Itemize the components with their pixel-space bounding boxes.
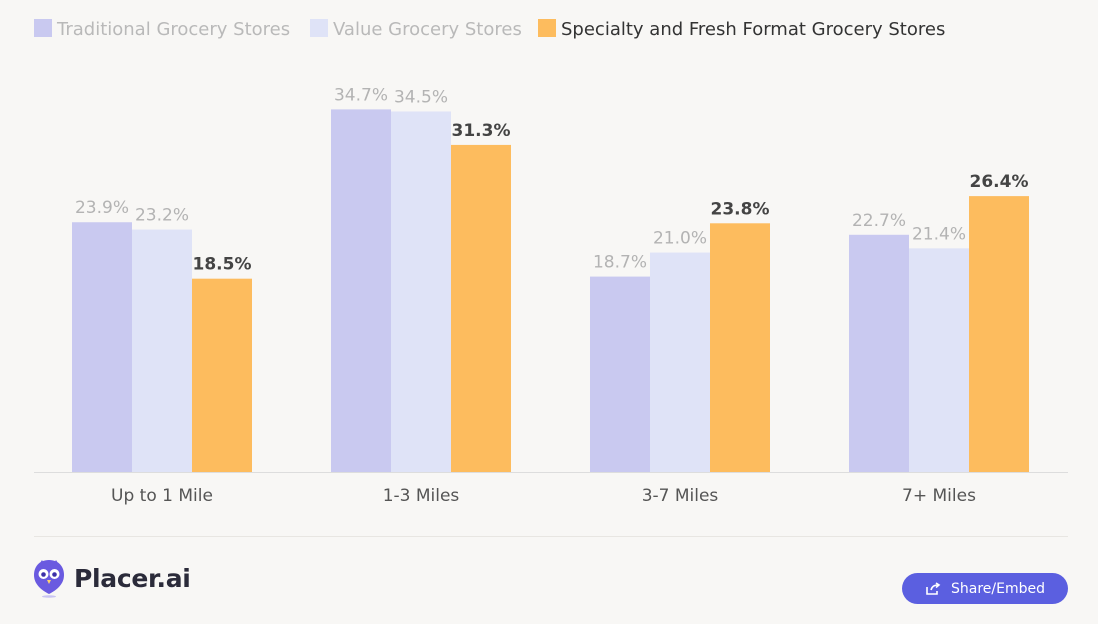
bar-group-3-7-miles: 18.7% 21.0%23.8% bbox=[590, 199, 770, 472]
bar-value-grocery-stores-3-7-miles[interactable] bbox=[650, 252, 710, 472]
bar-specialty-and-fresh-format-grocery-stores-7-miles[interactable] bbox=[969, 196, 1029, 472]
legend-item-value-grocery-stores[interactable]: Value Grocery Stores bbox=[310, 19, 522, 40]
data-label-value-grocery-stores-up-to-1-mile: 23.2% bbox=[135, 206, 189, 226]
data-label-specialty-and-fresh-format-grocery-stores-3-7-miles: 23.8% bbox=[711, 199, 770, 219]
data-label-traditional-grocery-stores-7-miles: 22.7% bbox=[852, 211, 906, 231]
legend-label: Value Grocery Stores bbox=[333, 19, 522, 40]
bar-specialty-and-fresh-format-grocery-stores-1-3-miles[interactable] bbox=[451, 144, 511, 473]
legend-label: Traditional Grocery Stores bbox=[56, 19, 290, 40]
bar-traditional-grocery-stores-7-miles[interactable] bbox=[849, 234, 909, 472]
data-label-specialty-and-fresh-format-grocery-stores-up-to-1-mile: 18.5% bbox=[193, 255, 252, 275]
x-tick-label-7-miles: 7+ Miles bbox=[902, 486, 976, 506]
legend-label: Specialty and Fresh Format Grocery Store… bbox=[561, 19, 945, 40]
x-tick-label-up-to-1-mile: Up to 1 Mile bbox=[111, 486, 213, 506]
chart-plot-area: 23.9% 23.2% 18.5% 34.7% 34.5%31.3% 18.7% 21.0%… bbox=[72, 85, 1029, 473]
x-tick-label-1-3-miles: 1-3 Miles bbox=[383, 486, 460, 506]
legend-swatch bbox=[538, 19, 556, 37]
x-axis-tick-labels: Up to 1 Mile 1-3 Miles 3-7 Miles 7+ Miles bbox=[111, 486, 976, 506]
data-label-value-grocery-stores-1-3-miles: 34.5% bbox=[394, 87, 448, 107]
data-label-value-grocery-stores-7-miles: 21.4% bbox=[912, 224, 966, 244]
data-label-specialty-and-fresh-format-grocery-stores-1-3-miles: 31.3% bbox=[452, 121, 511, 141]
data-label-traditional-grocery-stores-3-7-miles: 18.7% bbox=[593, 253, 647, 273]
brand-logo: Placer.ai bbox=[32, 558, 191, 598]
bar-traditional-grocery-stores-up-to-1-mile[interactable] bbox=[72, 222, 132, 472]
bar-specialty-and-fresh-format-grocery-stores-up-to-1-mile[interactable] bbox=[192, 278, 252, 472]
bar-traditional-grocery-stores-1-3-miles[interactable] bbox=[331, 109, 391, 472]
share-embed-button[interactable]: Share/Embed bbox=[902, 573, 1068, 604]
data-label-traditional-grocery-stores-up-to-1-mile: 23.9% bbox=[75, 198, 129, 218]
share-embed-label: Share/Embed bbox=[951, 580, 1045, 597]
bar-group-7-miles: 22.7% 21.4% 26.4% bbox=[849, 172, 1029, 472]
data-label-specialty-and-fresh-format-grocery-stores-7-miles: 26.4% bbox=[970, 172, 1029, 192]
bar-group-1-3-miles: 34.7% 34.5%31.3% bbox=[331, 85, 511, 473]
bar-traditional-grocery-stores-3-7-miles[interactable] bbox=[590, 276, 650, 472]
legend-item-traditional-grocery-stores[interactable]: Traditional Grocery Stores bbox=[34, 19, 290, 40]
owl-logo-icon bbox=[34, 560, 64, 598]
share-icon bbox=[926, 581, 941, 595]
bar-value-grocery-stores-1-3-miles[interactable] bbox=[391, 111, 451, 472]
legend-item-specialty-and-fresh-format-grocery-stores[interactable]: Specialty and Fresh Format Grocery Store… bbox=[538, 19, 945, 40]
x-tick-label-3-7-miles: 3-7 Miles bbox=[642, 486, 719, 506]
data-label-value-grocery-stores-3-7-miles: 21.0% bbox=[653, 229, 707, 249]
chart-legend: Traditional Grocery Stores Value Grocery … bbox=[34, 19, 945, 40]
footer-divider bbox=[34, 536, 1068, 537]
data-label-traditional-grocery-stores-1-3-miles: 34.7% bbox=[334, 85, 388, 105]
bar-group-up-to-1-mile: 23.9% 23.2% 18.5% bbox=[72, 198, 252, 472]
bar-value-grocery-stores-up-to-1-mile[interactable] bbox=[132, 229, 192, 472]
bar-value-grocery-stores-7-miles[interactable] bbox=[909, 248, 969, 472]
brand-name: Placer.ai bbox=[74, 563, 191, 593]
bar-specialty-and-fresh-format-grocery-stores-3-7-miles[interactable] bbox=[710, 223, 770, 472]
legend-swatch bbox=[34, 19, 52, 37]
legend-swatch bbox=[310, 19, 328, 37]
